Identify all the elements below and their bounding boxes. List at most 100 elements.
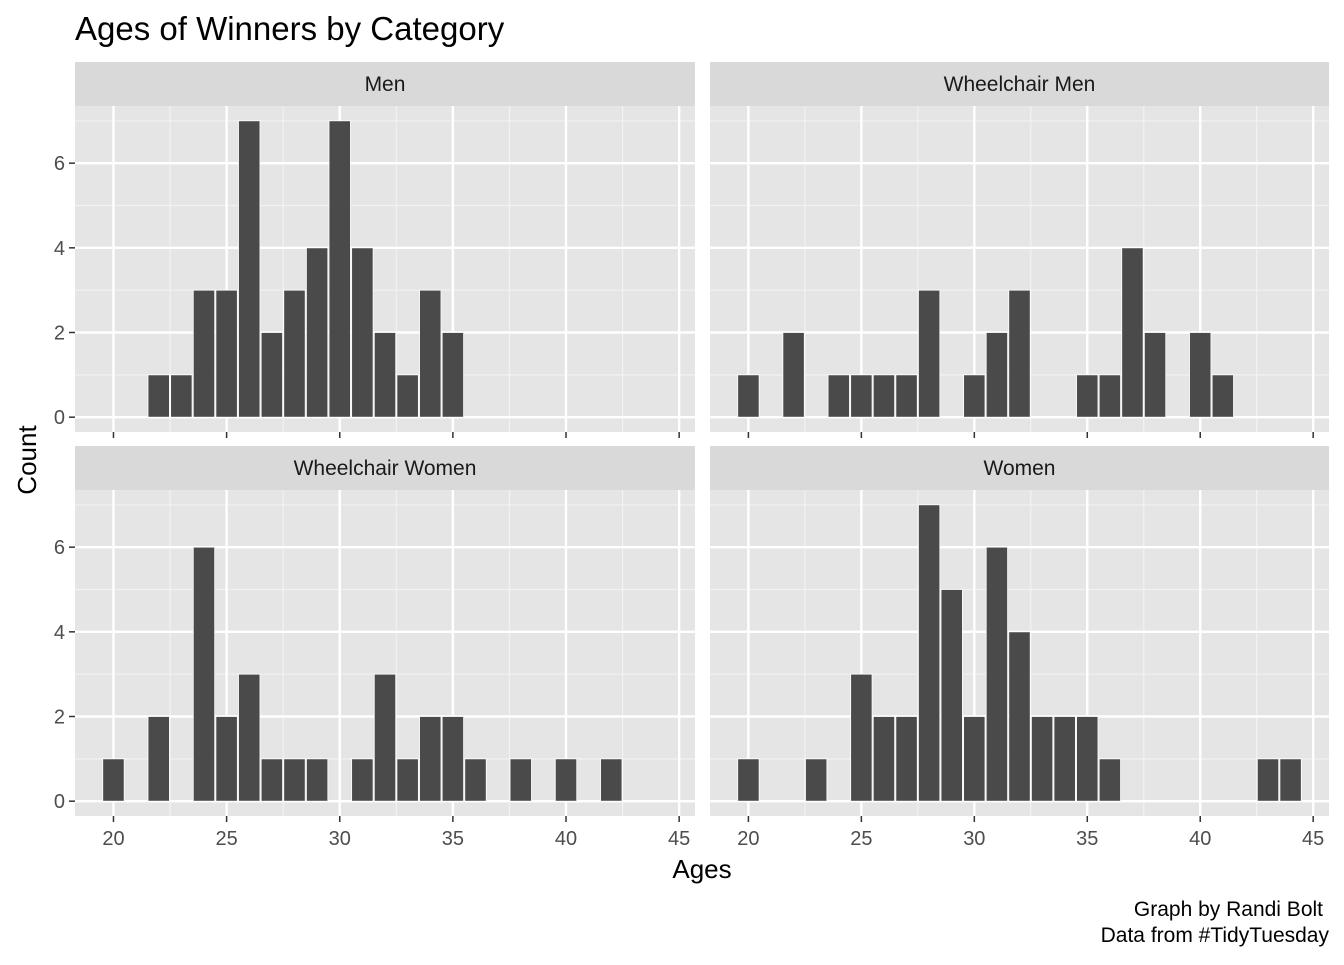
histogram-bar: [940, 589, 963, 802]
histogram-bar: [373, 332, 397, 418]
facet-strip-label: Men: [365, 73, 406, 96]
histogram-bar: [805, 758, 828, 802]
histogram-bar: [1053, 716, 1076, 802]
histogram-bar: [306, 247, 329, 418]
facet-strip: [710, 446, 1329, 490]
x-tick-label: 20: [737, 828, 759, 850]
histogram-bar: [441, 716, 464, 802]
histogram-bar: [737, 758, 760, 802]
x-tick-label: 40: [1189, 828, 1211, 850]
histogram-bar: [215, 289, 238, 418]
histogram-bar: [351, 758, 374, 802]
facet-strip: [710, 62, 1329, 106]
histogram-bar: [147, 716, 170, 802]
histogram-bar: [918, 289, 941, 418]
histogram-bar: [464, 758, 487, 802]
histogram-bar: [192, 546, 216, 802]
histogram-bar: [260, 332, 283, 418]
histogram-bar: [1098, 374, 1121, 418]
x-tick-label: 25: [215, 828, 237, 850]
caption-line-2: Data from #TidyTuesday: [1101, 924, 1330, 947]
histogram-bar: [441, 332, 464, 418]
histogram-bar: [192, 289, 216, 418]
histogram-bar: [396, 374, 419, 418]
histogram-bar: [306, 758, 329, 802]
histogram-bar: [102, 758, 125, 802]
histogram-bar: [419, 289, 442, 418]
histogram-bar: [1211, 374, 1234, 418]
histogram-bar: [895, 374, 918, 418]
histogram-bar: [554, 758, 578, 802]
y-tick-label: 0: [54, 407, 65, 429]
x-tick-label: 45: [668, 828, 690, 850]
facet-panel: Men 0 2 4 6: [54, 62, 695, 438]
x-axis-label: Ages: [672, 854, 731, 884]
facet-strip-label: Wheelchair Women: [294, 457, 477, 480]
y-tick-label: 6: [54, 537, 65, 559]
histogram-bar: [1279, 758, 1302, 802]
y-axis-label: Count: [12, 425, 42, 495]
facet-strip-label: Wheelchair Men: [944, 73, 1096, 96]
histogram-bar: [170, 374, 193, 418]
histogram-bar: [895, 716, 918, 802]
histogram-bar: [827, 374, 850, 418]
histogram-bar: [1076, 716, 1099, 802]
x-tick-label: 35: [442, 828, 464, 850]
histogram-bar: [1121, 247, 1144, 418]
x-tick-label: 30: [963, 828, 985, 850]
histogram-bar: [985, 332, 1009, 418]
histogram-bar: [963, 716, 986, 802]
histogram-bar: [737, 374, 760, 418]
y-tick-label: 2: [54, 707, 65, 729]
histogram-bar: [963, 374, 986, 418]
histogram-bar: [600, 758, 623, 802]
histogram-bar: [985, 546, 1009, 802]
x-tick-label: 45: [1302, 828, 1324, 850]
histogram-bar: [1076, 374, 1099, 418]
facet-panel: Wheelchair Women 0 2 4 6 20 25 30 35 40 45: [54, 446, 695, 850]
histogram-bar: [509, 758, 532, 802]
histogram-bar: [283, 758, 306, 802]
facet-panel: Wheelchair Men: [710, 62, 1329, 438]
histogram-bar: [238, 120, 261, 418]
histogram-bar: [918, 504, 941, 802]
y-tick-label: 4: [54, 238, 65, 260]
x-tick-label: 25: [850, 828, 872, 850]
y-tick-label: 6: [54, 153, 65, 175]
facet-strip: [75, 446, 695, 490]
histogram-bar: [1008, 289, 1031, 418]
histogram-bar: [1143, 332, 1167, 418]
histogram-bar: [419, 716, 442, 802]
facet-strip: [75, 62, 695, 106]
histogram-bar: [1098, 758, 1121, 802]
histogram-bar: [147, 374, 170, 418]
histogram-bar: [872, 374, 896, 418]
histogram-bar: [850, 374, 873, 418]
y-tick-label: 2: [54, 323, 65, 345]
histogram-bar: [238, 673, 261, 802]
histogram-bar: [1008, 631, 1031, 802]
y-tick-label: 0: [54, 791, 65, 813]
x-tick-label: 35: [1076, 828, 1098, 850]
chart-title: Ages of Winners by Category: [75, 10, 505, 47]
histogram-bar: [328, 120, 351, 418]
histogram-bar: [373, 673, 397, 802]
histogram-bar: [1030, 716, 1054, 802]
y-tick-label: 4: [54, 622, 65, 644]
facet-panel: Women 20 25 30 35 40 45: [710, 446, 1329, 850]
histogram-bar: [351, 247, 374, 418]
histogram-bar: [782, 332, 805, 418]
histogram-bar: [850, 673, 873, 802]
facet-panels: Men 0 2 4 6 Wheelchair Men Wheelchair Women 0 2 4…: [54, 62, 1329, 850]
histogram-bar: [283, 289, 306, 418]
x-tick-label: 40: [555, 828, 577, 850]
histogram-bar: [872, 716, 896, 802]
histogram-bar: [1256, 758, 1280, 802]
facet-strip-label: Women: [984, 457, 1056, 480]
caption-line-1: Graph by Randi Bolt: [1134, 898, 1323, 921]
histogram-bar: [215, 716, 238, 802]
x-tick-label: 20: [102, 828, 124, 850]
histogram-bar: [260, 758, 283, 802]
histogram-bar: [396, 758, 419, 802]
